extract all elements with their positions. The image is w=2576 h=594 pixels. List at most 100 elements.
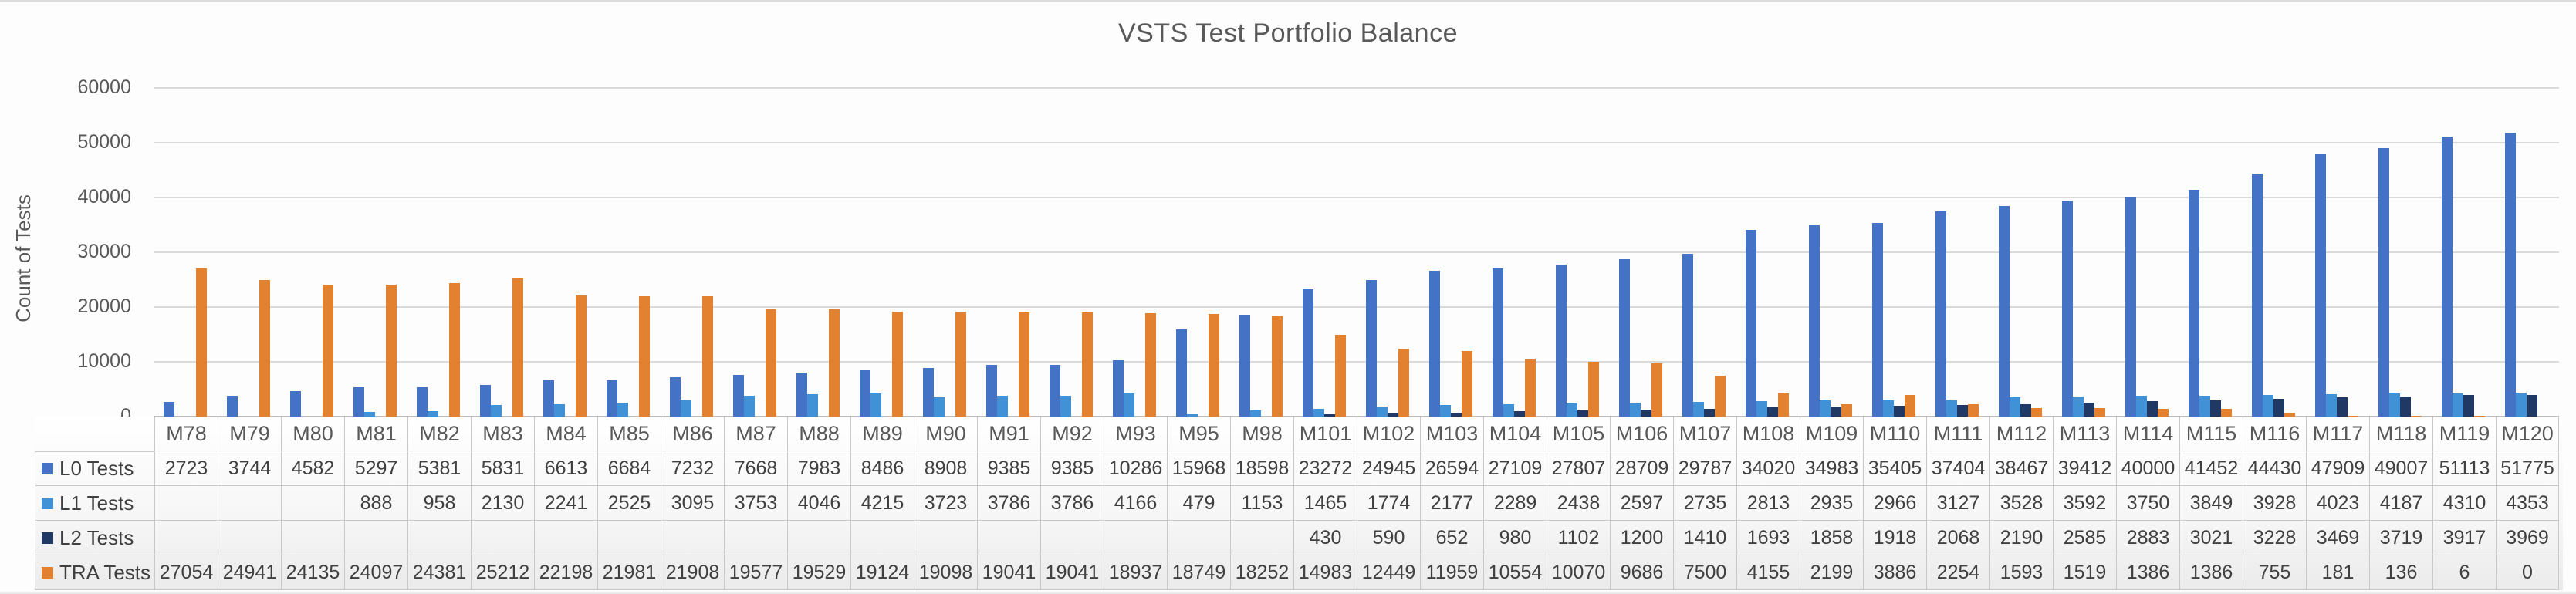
bar-tra-tests <box>766 309 776 417</box>
value-cell-l2-tests <box>914 521 977 555</box>
bar-l0-tests <box>2505 133 2516 417</box>
value-cell-tra-tests: 4155 <box>1736 555 1800 590</box>
category-label: M105 <box>1547 417 1610 451</box>
bar-l2-tests <box>1514 411 1525 417</box>
category-label: M104 <box>1483 417 1547 451</box>
value-cell-tra-tests: 18749 <box>1167 555 1230 590</box>
category-label: M85 <box>597 417 661 451</box>
bar-l0-tests <box>923 368 934 417</box>
y-axis-title: Count of Tests <box>12 194 35 322</box>
top-edge-divider <box>0 0 2576 2</box>
series-name: L0 Tests <box>59 457 134 480</box>
value-cell-tra-tests: 7500 <box>1673 555 1736 590</box>
bar-l2-tests <box>1324 414 1335 417</box>
category-label: M110 <box>1863 417 1926 451</box>
value-cell-tra-tests: 19098 <box>914 555 977 590</box>
category-label: M118 <box>2369 417 2432 451</box>
value-cell-l0-tests: 27109 <box>1483 451 1547 486</box>
chart-title: VSTS Test Portfolio Balance <box>1118 19 1458 48</box>
value-cell-l2-tests: 3969 <box>2496 521 2559 555</box>
bar-l0-tests <box>1050 365 1060 417</box>
category-label: M78 <box>154 417 218 451</box>
value-cell-l2-tests: 3021 <box>2179 521 2243 555</box>
bar-l0-tests <box>417 387 428 417</box>
bar-l0-tests <box>2378 148 2389 417</box>
bar-l1-tests <box>2199 396 2210 417</box>
value-cell-tra-tests: 24135 <box>281 555 344 590</box>
value-cell-l2-tests <box>850 521 914 555</box>
value-cell-tra-tests: 1386 <box>2116 555 2179 590</box>
value-cell-l0-tests: 4582 <box>281 451 344 486</box>
bar-tra-tests <box>1588 362 1599 417</box>
value-cell-tra-tests: 14983 <box>1293 555 1357 590</box>
value-cell-tra-tests: 19124 <box>850 555 914 590</box>
category-label: M117 <box>2306 417 2369 451</box>
category-label: M82 <box>407 417 471 451</box>
bar-l0-tests <box>1429 271 1440 417</box>
category-label: M87 <box>724 417 787 451</box>
gridline <box>154 142 2559 143</box>
value-cell-l2-tests: 1858 <box>1800 521 1863 555</box>
category-label: M90 <box>914 417 977 451</box>
bar-tra-tests <box>1715 376 1726 417</box>
value-cell-l0-tests: 44430 <box>2243 451 2306 486</box>
value-cell-l2-tests <box>597 521 661 555</box>
bar-l1-tests <box>2516 393 2527 417</box>
bar-l1-tests <box>681 400 691 417</box>
gridline <box>154 197 2559 198</box>
value-cell-l1-tests: 3849 <box>2179 486 2243 521</box>
category-label: M112 <box>1989 417 2053 451</box>
value-cell-l2-tests: 430 <box>1293 521 1357 555</box>
value-cell-tra-tests: 0 <box>2496 555 2559 590</box>
value-cell-tra-tests: 10070 <box>1547 555 1610 590</box>
value-cell-l2-tests: 3469 <box>2306 521 2369 555</box>
bar-tra-tests <box>2411 416 2422 417</box>
value-cell-tra-tests: 19577 <box>724 555 787 590</box>
category-label: M108 <box>1736 417 1800 451</box>
bar-l2-tests <box>1451 413 1462 417</box>
value-cell-tra-tests: 19529 <box>787 555 850 590</box>
category-label: M88 <box>787 417 850 451</box>
value-cell-l1-tests: 2813 <box>1736 486 1800 521</box>
bar-l1-tests <box>1377 407 1388 417</box>
value-cell-l1-tests: 2130 <box>471 486 534 521</box>
bar-tra-tests <box>259 280 270 417</box>
bar-tra-tests <box>1905 395 1915 417</box>
value-cell-tra-tests: 24381 <box>407 555 471 590</box>
bar-l2-tests <box>1388 413 1398 417</box>
bar-l0-tests <box>1239 315 1250 417</box>
value-cell-l2-tests: 2883 <box>2116 521 2179 555</box>
bar-l0-tests <box>860 370 870 417</box>
value-cell-l0-tests: 10286 <box>1104 451 1167 486</box>
bar-l0-tests <box>1872 223 1883 417</box>
value-cell-l1-tests: 2525 <box>597 486 661 521</box>
bar-l0-tests <box>1493 268 1503 417</box>
bar-tra-tests <box>386 285 397 417</box>
bar-tra-tests <box>1335 335 1346 417</box>
legend-key-l2-tests <box>42 532 53 544</box>
value-cell-tra-tests: 3886 <box>1863 555 1926 590</box>
category-label: M101 <box>1293 417 1357 451</box>
bar-tra-tests <box>892 312 903 417</box>
bar-l1-tests <box>1756 401 1767 417</box>
value-cell-l1-tests: 479 <box>1167 486 1230 521</box>
bar-tra-tests <box>639 296 650 417</box>
value-cell-l2-tests: 1410 <box>1673 521 1736 555</box>
bar-tra-tests <box>576 295 587 417</box>
category-label: M115 <box>2179 417 2243 451</box>
bar-l0-tests <box>353 387 364 417</box>
value-cell-l2-tests: 1200 <box>1610 521 1673 555</box>
bar-l0-tests <box>2189 190 2199 417</box>
value-cell-l1-tests: 2735 <box>1673 486 1736 521</box>
value-cell-l1-tests <box>218 486 281 521</box>
bar-l1-tests <box>2389 393 2400 417</box>
category-label: M111 <box>1926 417 1989 451</box>
bar-l1-tests <box>1124 393 1134 417</box>
value-cell-tra-tests: 1593 <box>1989 555 2053 590</box>
value-cell-l1-tests: 3528 <box>1989 486 2053 521</box>
value-cell-l0-tests: 8486 <box>850 451 914 486</box>
value-cell-tra-tests: 6 <box>2432 555 2496 590</box>
category-label: M102 <box>1357 417 1420 451</box>
value-cell-l1-tests: 4046 <box>787 486 850 521</box>
bar-l2-tests <box>1831 407 1841 417</box>
